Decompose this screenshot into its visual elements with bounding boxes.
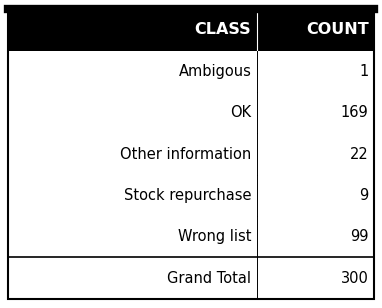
Bar — [257, 92, 374, 133]
Bar — [8, 9, 257, 51]
Bar — [8, 175, 257, 216]
Text: 99: 99 — [350, 229, 369, 244]
Bar — [257, 257, 374, 299]
Bar — [257, 9, 374, 51]
Text: 9: 9 — [359, 188, 369, 203]
Bar — [257, 175, 374, 216]
Bar — [8, 257, 257, 299]
Text: CLASS: CLASS — [195, 22, 251, 37]
Text: 169: 169 — [341, 105, 369, 120]
Bar — [8, 51, 257, 92]
Text: Wrong list: Wrong list — [178, 229, 251, 244]
Bar — [257, 216, 374, 257]
Text: Stock repurchase: Stock repurchase — [124, 188, 251, 203]
Text: 1: 1 — [359, 64, 369, 79]
Bar — [8, 92, 257, 133]
Text: Other information: Other information — [120, 147, 251, 161]
Bar — [8, 133, 257, 175]
Bar — [8, 216, 257, 257]
Text: OK: OK — [230, 105, 251, 120]
Text: Ambigous: Ambigous — [178, 64, 251, 79]
Text: COUNT: COUNT — [306, 22, 369, 37]
Text: 300: 300 — [341, 271, 369, 286]
Bar — [257, 51, 374, 92]
Text: Grand Total: Grand Total — [167, 271, 251, 286]
Text: 22: 22 — [350, 147, 369, 161]
Bar — [257, 133, 374, 175]
